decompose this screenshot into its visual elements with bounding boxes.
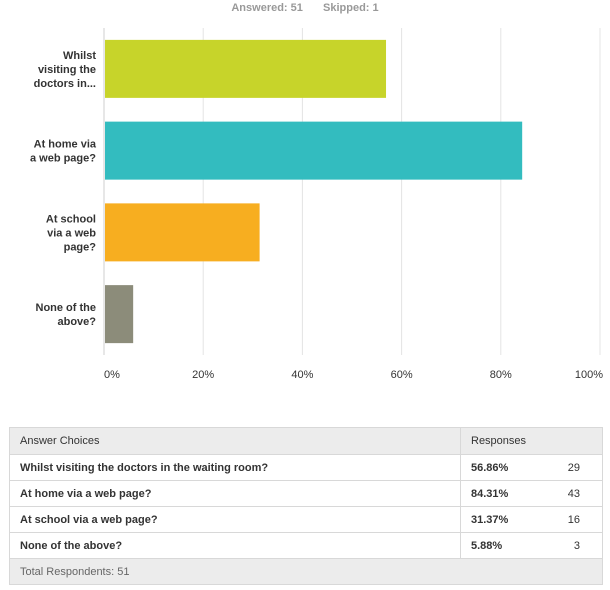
row-choice: Whilst visiting the doctors in the waiti… xyxy=(9,454,461,481)
tick-label: 20% xyxy=(192,369,214,381)
bar xyxy=(105,121,523,180)
category-label: visiting the xyxy=(38,64,96,76)
category-label: via a web xyxy=(47,227,96,239)
row-percent: 31.37% xyxy=(459,506,541,533)
row-percent: 5.88% xyxy=(459,532,541,559)
category-label: At school xyxy=(46,213,96,225)
results-table: Answer Choices Responses Whilst visiting… xyxy=(9,427,603,585)
category-label: page? xyxy=(64,241,97,253)
table-header-row: Answer Choices Responses xyxy=(9,427,603,455)
table-row: At school via a web page? 31.37% 16 xyxy=(9,506,603,533)
row-choice: None of the above? xyxy=(9,532,461,559)
tick-label: 100% xyxy=(575,369,603,381)
header-answer-choices: Answer Choices xyxy=(9,427,461,455)
category-label: a web page? xyxy=(30,153,96,165)
response-summary: Answered: 51 Skipped: 1 xyxy=(0,2,610,14)
row-percent: 56.86% xyxy=(459,454,541,481)
category-label: doctors in... xyxy=(34,78,96,90)
table-row: Whilst visiting the doctors in the waiti… xyxy=(9,454,603,481)
category-label: At home via xyxy=(34,139,97,151)
tick-label: 40% xyxy=(291,369,313,381)
skipped-count: Skipped: 1 xyxy=(323,2,379,14)
bar xyxy=(105,39,387,98)
bar xyxy=(105,203,260,262)
bar-chart: Whilst visiting the doctors in... At home v… xyxy=(30,28,603,381)
table-row: None of the above? 5.88% 3 xyxy=(9,532,603,559)
tick-label: 60% xyxy=(391,369,413,381)
bar xyxy=(105,285,134,344)
total-respondents: Total Respondents: 51 xyxy=(9,558,603,585)
category-label: Whilst xyxy=(63,50,96,62)
row-count: 3 xyxy=(540,532,603,559)
row-percent: 84.31% xyxy=(459,480,541,507)
category-label: None of the xyxy=(36,302,97,314)
answered-count: Answered: 51 xyxy=(231,2,303,14)
header-responses: Responses xyxy=(460,427,603,455)
table-row: At home via a web page? 84.31% 43 xyxy=(9,480,603,507)
row-count: 43 xyxy=(540,480,603,507)
row-count: 16 xyxy=(540,506,603,533)
category-label: above? xyxy=(57,316,96,328)
row-choice: At school via a web page? xyxy=(9,506,461,533)
row-choice: At home via a web page? xyxy=(9,480,461,507)
row-count: 29 xyxy=(540,454,603,481)
tick-label: 80% xyxy=(490,369,512,381)
total-row: Total Respondents: 51 xyxy=(9,558,603,585)
tick-label: 0% xyxy=(104,369,120,381)
